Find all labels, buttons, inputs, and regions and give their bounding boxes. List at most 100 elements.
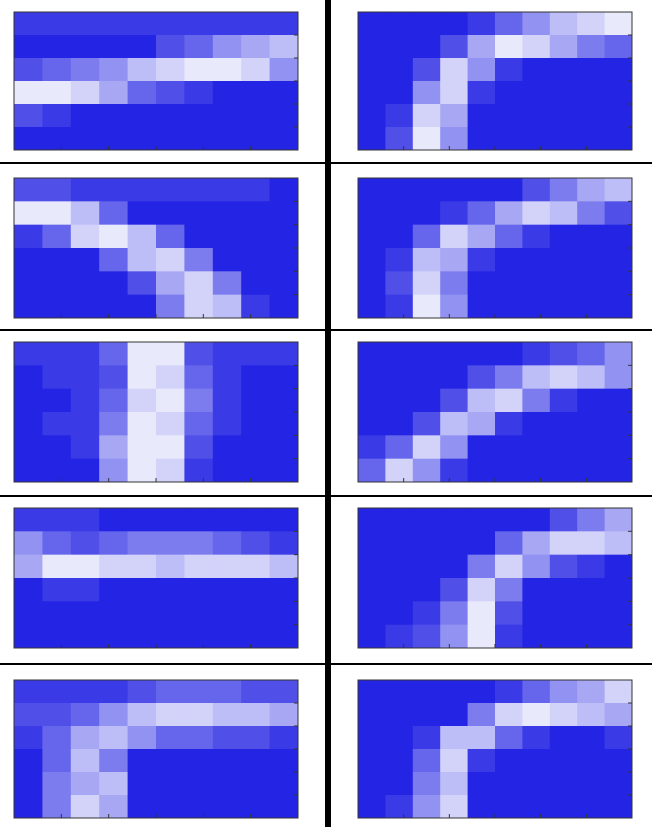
heatmap-cell xyxy=(413,749,441,773)
heatmap-cell xyxy=(213,555,242,579)
heatmap-cell xyxy=(71,35,100,59)
heatmap-cell xyxy=(99,295,128,319)
heatmap-cell xyxy=(385,127,413,151)
heatmap-cell xyxy=(270,412,299,436)
heatmap-cell xyxy=(128,680,157,704)
heatmap-cell xyxy=(358,295,386,319)
heatmap-cell xyxy=(577,104,605,128)
heatmap-cell xyxy=(270,365,299,389)
heatmap-cell xyxy=(385,342,413,366)
heatmap-cell xyxy=(495,726,523,750)
heatmap-cell xyxy=(468,555,496,579)
heatmap-cell xyxy=(71,271,100,295)
heatmap-cell xyxy=(128,772,157,796)
heatmap-cell xyxy=(213,578,242,602)
heatmap-cell xyxy=(184,601,213,625)
heatmap-cell xyxy=(213,601,242,625)
heatmap-cell xyxy=(99,508,128,532)
heatmap-cell xyxy=(577,435,605,459)
heatmap-cell xyxy=(440,412,468,436)
heatmap-cell xyxy=(522,772,550,796)
heatmap-cell xyxy=(385,81,413,105)
heatmap-cell xyxy=(550,127,578,151)
heatmap-cell xyxy=(71,412,100,436)
heatmap-cell xyxy=(522,58,550,82)
heatmap-cell xyxy=(468,680,496,704)
heatmap-cell xyxy=(358,435,386,459)
heatmap-cell xyxy=(14,555,43,579)
heatmap-cell xyxy=(270,271,299,295)
heatmap-cell xyxy=(241,772,270,796)
heatmap-cell xyxy=(213,749,242,773)
heatmap-cell xyxy=(468,35,496,59)
heatmap-cell xyxy=(14,726,43,750)
heatmap-cell xyxy=(605,35,633,59)
heatmap-cell xyxy=(605,81,633,105)
heatmap-cell xyxy=(71,680,100,704)
heatmap-cell xyxy=(14,365,43,389)
heatmap-cell xyxy=(270,555,299,579)
heatmap-cell xyxy=(440,104,468,128)
heatmap-cell xyxy=(495,295,523,319)
heatmap-cell xyxy=(213,412,242,436)
heatmap-cell xyxy=(440,508,468,532)
heatmap-cell xyxy=(522,178,550,202)
heatmap-cell xyxy=(128,531,157,555)
heatmap-cell xyxy=(184,225,213,249)
heatmap-cell xyxy=(128,601,157,625)
heatmap-cell xyxy=(156,104,185,128)
heatmap-cell xyxy=(522,225,550,249)
heatmap-cell xyxy=(440,680,468,704)
figure xyxy=(0,0,652,827)
heatmap-cell xyxy=(270,749,299,773)
heatmap-cell xyxy=(14,772,43,796)
heatmap-cell xyxy=(14,104,43,128)
heatmap-cell xyxy=(358,201,386,225)
heatmap-cell xyxy=(213,531,242,555)
heatmap-cell xyxy=(184,726,213,750)
heatmap-cell xyxy=(241,435,270,459)
heatmap-cell xyxy=(270,435,299,459)
heatmap-cell xyxy=(213,295,242,319)
heatmap-cell xyxy=(495,365,523,389)
heatmap-cell xyxy=(42,435,71,459)
heatmap-cell xyxy=(14,127,43,151)
heatmap-cell xyxy=(71,81,100,105)
heatmap-cell xyxy=(522,578,550,602)
heatmap-cell xyxy=(413,389,441,413)
heatmap-cell xyxy=(550,555,578,579)
heatmap-cell xyxy=(358,248,386,272)
heatmap-cell xyxy=(99,271,128,295)
heatmap-cell xyxy=(577,508,605,532)
heatmap-cell xyxy=(522,295,550,319)
heatmap-cell xyxy=(270,248,299,272)
heatmap-cell xyxy=(550,531,578,555)
heatmap-cell xyxy=(270,178,299,202)
heatmap-cell xyxy=(413,12,441,36)
heatmap-cell xyxy=(468,459,496,483)
heatmap-cell xyxy=(468,749,496,773)
heatmap-cell xyxy=(358,703,386,727)
heatmap-cell xyxy=(495,772,523,796)
heatmap-cell xyxy=(14,342,43,366)
heatmap-cell xyxy=(413,225,441,249)
heatmap-cell xyxy=(413,508,441,532)
heatmap-cell xyxy=(99,531,128,555)
heatmap-cell xyxy=(42,248,71,272)
heatmap-cell xyxy=(156,703,185,727)
heatmap-cell xyxy=(468,795,496,819)
heatmap-cell xyxy=(550,225,578,249)
heatmap-cell xyxy=(550,389,578,413)
heatmap-cell xyxy=(14,508,43,532)
heatmap-cell xyxy=(495,601,523,625)
heatmap-cell xyxy=(128,795,157,819)
heatmap-panel xyxy=(358,680,633,819)
heatmap-cell xyxy=(99,201,128,225)
heatmap-cell xyxy=(71,508,100,532)
heatmap-cell xyxy=(99,435,128,459)
heatmap-cell xyxy=(213,342,242,366)
heatmap-cell xyxy=(522,601,550,625)
heatmap-cell xyxy=(385,703,413,727)
heatmap-cell xyxy=(99,625,128,649)
heatmap-cell xyxy=(385,35,413,59)
